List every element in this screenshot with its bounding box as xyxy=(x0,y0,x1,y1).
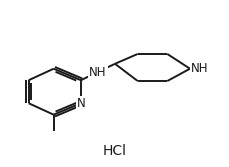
Text: N: N xyxy=(76,97,85,110)
Text: NH: NH xyxy=(89,65,106,78)
Text: HCl: HCl xyxy=(103,144,126,158)
Text: NH: NH xyxy=(190,62,208,75)
